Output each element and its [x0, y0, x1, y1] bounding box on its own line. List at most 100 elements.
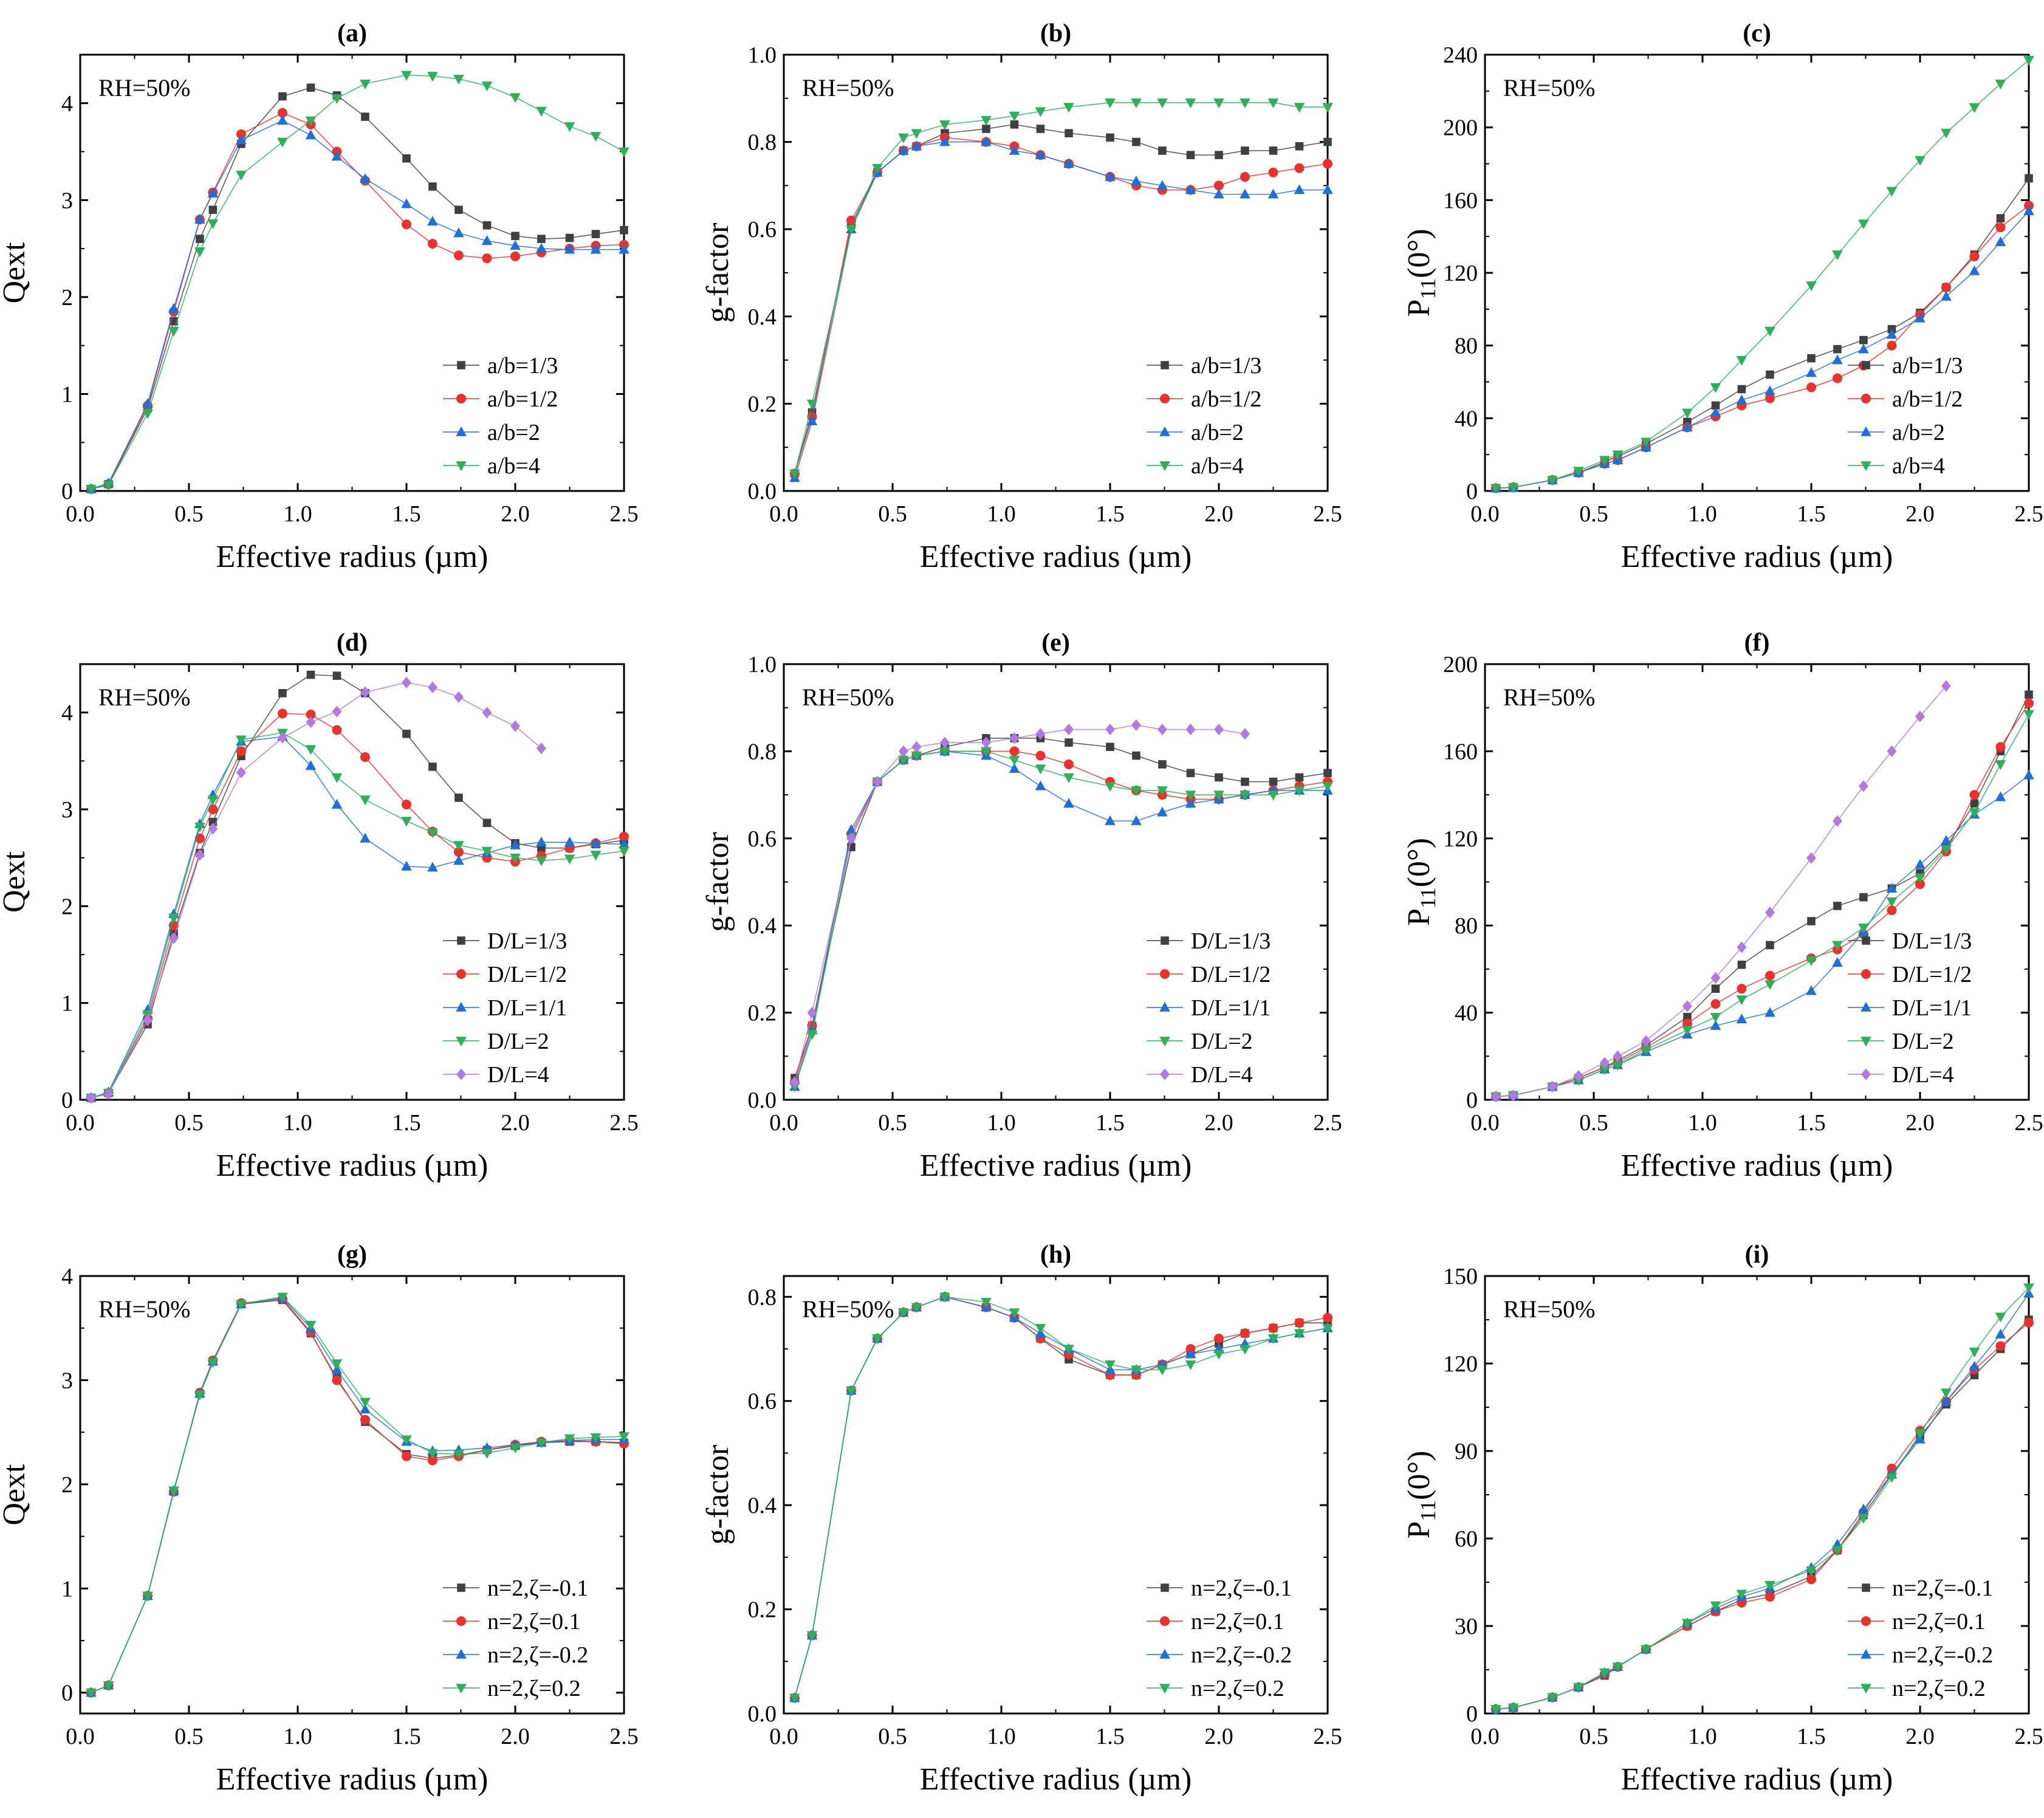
- data-point: [453, 841, 464, 851]
- data-point: [331, 773, 343, 783]
- panel-title: (f): [1744, 629, 1770, 657]
- data-point: [1641, 1645, 1651, 1655]
- data-point: [1833, 345, 1842, 354]
- data-point: [1185, 798, 1196, 808]
- x-tick-label: 2.5: [1313, 1724, 1342, 1749]
- legend-item: n=2,ζ=-0.1: [443, 1576, 588, 1601]
- y-tick-label: 1: [61, 1576, 73, 1602]
- data-point: [1995, 760, 2006, 770]
- data-point: [1915, 879, 1925, 890]
- data-point: [1859, 335, 1868, 345]
- series-a-over-b-eq-4: [789, 98, 1333, 479]
- series-line: [91, 674, 625, 1099]
- data-point: [1833, 902, 1842, 910]
- data-point: [1573, 467, 1584, 477]
- data-point: [2025, 690, 2033, 699]
- data-point: [454, 794, 463, 802]
- legend-marker: [456, 1068, 466, 1080]
- y-tick-label: 0.0: [748, 1088, 777, 1113]
- data-point: [1573, 1683, 1584, 1693]
- data-point: [1858, 780, 1868, 792]
- data-point: [194, 214, 205, 224]
- data-point: [1269, 146, 1278, 155]
- y-axis-label-subscript: 11: [1416, 887, 1440, 908]
- data-point: [168, 303, 179, 313]
- legend-label: a/b=4: [487, 453, 540, 479]
- data-point: [1832, 373, 1842, 383]
- series-a-over-b-eq-4: [1490, 56, 2034, 494]
- x-tick-label: 2.0: [1204, 1110, 1233, 1136]
- data-point: [1737, 984, 1747, 994]
- data-point: [1009, 755, 1020, 766]
- legend-item: D/L=4: [443, 1062, 549, 1088]
- data-point: [306, 670, 315, 679]
- data-point: [1294, 1318, 1305, 1328]
- panel-g: (g) 0.0 0.5 1.0 1.5 2.0 2.5 0 1 2 3 4 Effective radi…: [0, 1241, 639, 1797]
- data-point: [1035, 1323, 1046, 1334]
- data-point: [1547, 1080, 1557, 1093]
- data-point: [1131, 815, 1142, 825]
- data-point: [565, 233, 574, 242]
- data-point: [1507, 483, 1519, 493]
- data-point: [1323, 1312, 1332, 1323]
- legend: a/b=1/3 a/b=1/2 a/b=2 a/b=4: [443, 353, 558, 479]
- legend-marker: [456, 461, 467, 472]
- x-tick-label: 1.0: [1688, 501, 1717, 527]
- data-point: [2023, 769, 2034, 780]
- data-point: [427, 1455, 437, 1466]
- x-tick-label: 0.5: [878, 1724, 907, 1749]
- data-point: [1547, 1693, 1558, 1703]
- data-point: [1035, 728, 1046, 740]
- data-point: [103, 1088, 114, 1100]
- data-point: [360, 686, 370, 698]
- legend-label: D/L=1/1: [1191, 995, 1271, 1021]
- data-point: [427, 216, 438, 226]
- data-point: [401, 198, 412, 208]
- legend-marker: [1861, 426, 1871, 436]
- data-point: [1806, 985, 1817, 995]
- data-point: [1858, 219, 1869, 230]
- legend-label: a/b=2: [487, 420, 540, 445]
- x-tick-label: 1.0: [987, 501, 1016, 527]
- rh-annotation: RH=50%: [98, 1295, 190, 1323]
- data-point: [1158, 760, 1167, 769]
- data-point: [331, 798, 343, 809]
- data-point: [453, 227, 464, 238]
- data-point: [1941, 680, 1951, 692]
- legend-marker: [1862, 1583, 1870, 1592]
- data-point: [427, 681, 437, 693]
- data-point: [482, 818, 492, 828]
- data-point: [911, 129, 922, 139]
- data-point: [482, 253, 492, 264]
- data-point: [481, 846, 493, 857]
- legend-marker: [456, 1616, 466, 1626]
- data-point: [207, 795, 219, 806]
- y-tick-label: 0.2: [748, 1597, 777, 1623]
- data-point: [1737, 385, 1746, 394]
- data-point: [401, 1435, 412, 1446]
- data-point: [619, 846, 629, 857]
- x-axis-label: Effective radius (µm): [1621, 540, 1893, 574]
- data-point: [306, 83, 315, 92]
- data-point: [194, 822, 205, 832]
- y-tick-label: 90: [1455, 1439, 1478, 1464]
- data-point: [1887, 745, 1897, 757]
- data-point: [1915, 710, 1925, 722]
- y-tick-label: 3: [61, 1368, 73, 1393]
- data-point: [86, 1092, 96, 1104]
- data-point: [1969, 790, 1980, 800]
- y-tick-label: 0.0: [748, 1701, 777, 1727]
- x-tick-label: 0.5: [878, 1110, 907, 1136]
- x-tick-label: 1.5: [1797, 1724, 1826, 1749]
- legend-marker: [456, 426, 467, 436]
- x-tick-label: 1.0: [283, 1724, 312, 1749]
- series-a-over-b-eq-2: [1490, 205, 2034, 493]
- legend-marker: [456, 1037, 467, 1047]
- series-line: [91, 736, 625, 1099]
- data-point: [1710, 1012, 1721, 1023]
- data-point: [510, 240, 521, 250]
- legend-label: n=2,ζ=0.2: [1191, 1676, 1284, 1701]
- data-point: [86, 485, 97, 495]
- data-point: [1764, 970, 1775, 981]
- data-point: [590, 851, 602, 861]
